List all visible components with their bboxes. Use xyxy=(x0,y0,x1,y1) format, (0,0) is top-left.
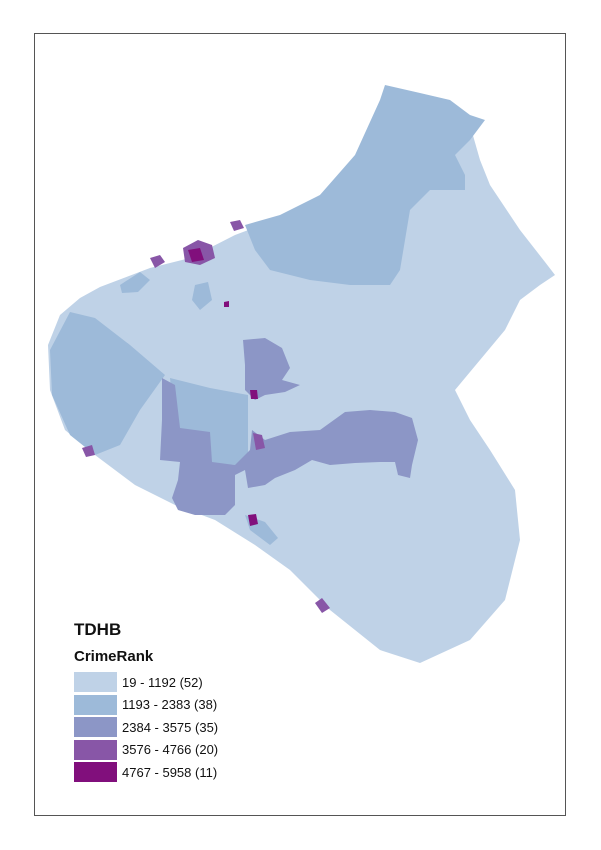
region-ne-spot xyxy=(230,220,244,231)
legend-field-name: CrimeRank xyxy=(74,648,154,665)
legend-swatch xyxy=(74,762,117,783)
region-west xyxy=(50,312,165,455)
map-legend: TDHB CrimeRank 19 - 1192 (52) 1193 - 238… xyxy=(74,620,314,784)
region-hotspot-1 xyxy=(188,248,204,262)
region-base xyxy=(48,90,555,663)
legend-label: 19 - 1192 (52) xyxy=(122,674,203,690)
region-south-spot xyxy=(315,598,330,613)
legend-swatch xyxy=(74,739,117,760)
legend-swatch xyxy=(74,717,117,738)
region-north-patch xyxy=(192,282,212,310)
legend-label: 4767 - 5958 (11) xyxy=(122,764,218,780)
legend-entry: 3576 - 4766 (20) xyxy=(74,739,314,762)
legend-entry: 2384 - 3575 (35) xyxy=(74,716,314,739)
legend-entry: 19 - 1192 (52) xyxy=(74,671,314,694)
legend-label: 3576 - 4766 (20) xyxy=(122,742,219,758)
region-coast-patch xyxy=(120,272,150,293)
legend-label: 2384 - 3575 (35) xyxy=(122,719,219,735)
region-mid-spot xyxy=(253,433,265,450)
region-central-band xyxy=(160,378,418,515)
region-west-coast-spot xyxy=(150,255,165,268)
legend-title: TDHB xyxy=(74,620,122,639)
legend-swatch xyxy=(74,672,117,693)
region-sw-spot xyxy=(82,445,95,457)
legend-label: 1193 - 2383 (38) xyxy=(122,697,218,713)
region-hotspot-3 xyxy=(250,390,258,399)
region-upper-mid xyxy=(243,338,300,400)
region-hotspot-4 xyxy=(224,301,229,307)
legend-entry: 4767 - 5958 (11) xyxy=(74,761,314,784)
region-north-east xyxy=(245,85,485,285)
legend-swatch xyxy=(74,694,117,715)
region-hotspot-2 xyxy=(248,514,258,526)
legend-entry: 1193 - 2383 (38) xyxy=(74,694,314,717)
